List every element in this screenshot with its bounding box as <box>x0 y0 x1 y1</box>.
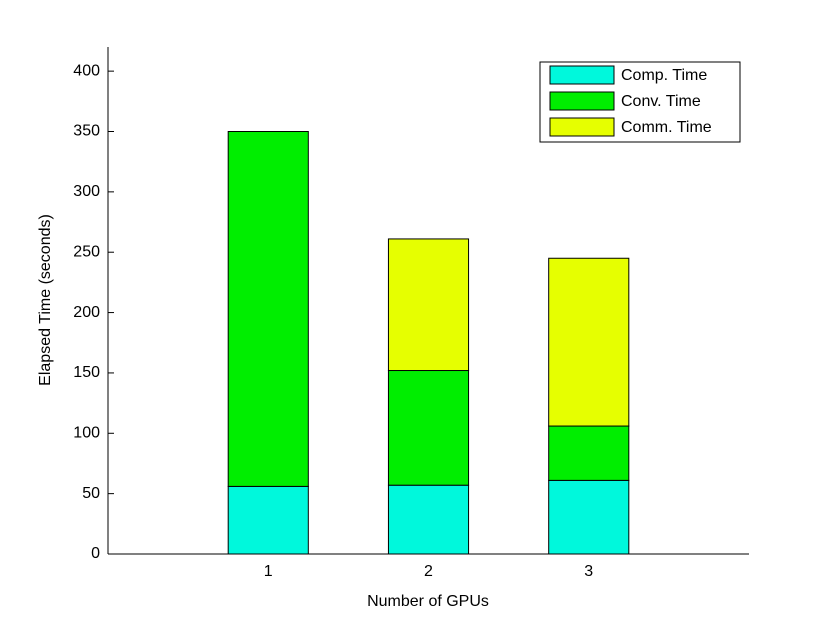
y-tick-label: 100 <box>73 425 100 442</box>
legend-swatch <box>549 117 615 137</box>
x-tick-label: 2 <box>424 563 433 580</box>
y-tick-label: 300 <box>73 183 100 200</box>
legend-label: Conv. Time <box>621 93 701 110</box>
legend-label: Comm. Time <box>621 119 712 136</box>
bar-segment <box>227 131 309 487</box>
x-tick-label: 1 <box>264 563 273 580</box>
y-tick-label: 250 <box>73 243 100 260</box>
legend-label: Comp. Time <box>621 67 707 84</box>
legend-swatch <box>549 91 615 111</box>
y-tick-label: 50 <box>82 485 100 502</box>
y-axis-label: Elapsed Time (seconds) <box>37 214 54 386</box>
bar-segment <box>387 484 470 555</box>
bar-segment <box>548 479 630 555</box>
y-tick-label: 400 <box>73 62 100 79</box>
y-tick-label: 350 <box>73 123 100 140</box>
y-tick-label: 0 <box>91 545 100 562</box>
bar-segment <box>548 425 630 481</box>
y-tick-label: 200 <box>73 304 100 321</box>
legend-swatch <box>549 65 615 85</box>
x-axis-label: Number of GPUs <box>367 593 489 610</box>
y-tick-label: 150 <box>73 364 100 381</box>
bar-segment <box>387 370 470 486</box>
x-tick-label: 3 <box>584 563 593 580</box>
bar-segment <box>227 485 309 555</box>
bar-segment <box>548 257 630 427</box>
bar-segment <box>387 238 470 372</box>
